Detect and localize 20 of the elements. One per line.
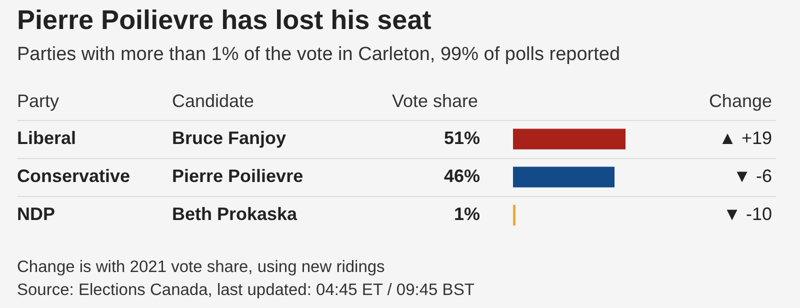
text: ▼ -10 — [723, 204, 772, 224]
text: Change — [708, 90, 772, 111]
x-axis-title: Vote share — [392, 90, 478, 111]
data-label: 1% — [454, 204, 480, 224]
source-note: Source: Elections Canada, last updated: 04:45 ET / 09:45 BST — [17, 280, 474, 301]
text: Change is with 2021 vote share, using new ridings — [17, 257, 386, 278]
text: Bruce Fanjoy — [172, 128, 286, 148]
text: Beth Prokaska — [172, 204, 298, 224]
text: Pierre Poilievre — [172, 166, 304, 186]
y-tick-label: Liberal — [17, 128, 76, 148]
text: ▲ +19 — [718, 128, 772, 148]
data-label: 46% — [444, 166, 480, 186]
text: Pierre Poilievre has lost his seat — [17, 5, 432, 36]
text: ▼ -6 — [733, 166, 772, 186]
y-axis-title: Party — [17, 90, 60, 111]
y-tick-label: Conservative — [17, 166, 130, 186]
data-label: 51% — [444, 128, 480, 148]
y-tick-label: NDP — [17, 204, 56, 224]
text: Candidate — [172, 90, 254, 111]
text: Parties with more than 1% of the vote in Carleton, 99% of polls reported — [17, 44, 620, 66]
